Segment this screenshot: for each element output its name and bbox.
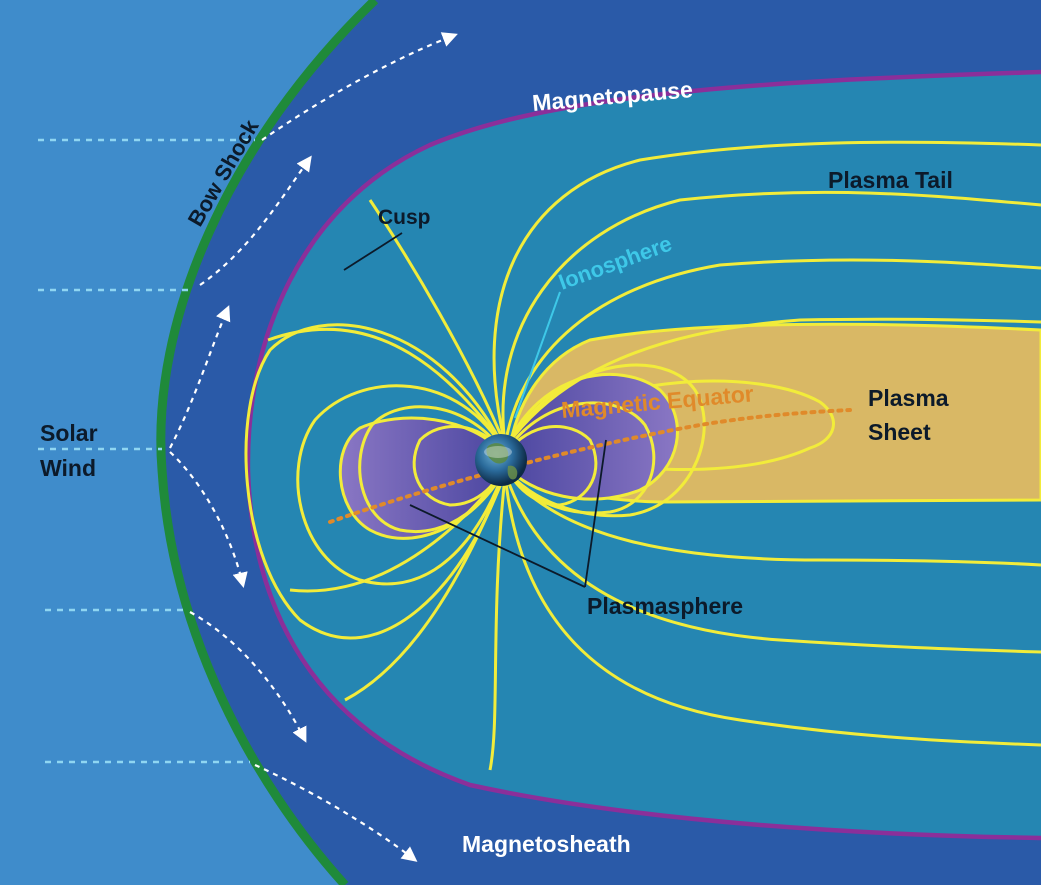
- solar-wind-label-line1: Solar: [40, 420, 98, 446]
- pointer-lines: [343, 232, 607, 588]
- ionosphere-pointer: [514, 291, 561, 419]
- plasmasphere-pointer-left: [409, 504, 586, 588]
- magnetosheath-label: Magnetosheath: [462, 831, 631, 857]
- plasmasphere-pointer-right: [584, 439, 607, 588]
- magnetic-equator-line: [328, 408, 852, 524]
- magnetosheath-flow-arrows: [169, 32, 458, 862]
- plasma-sheet-label-line1: Plasma: [868, 385, 949, 411]
- earth-globe-icon: [475, 434, 527, 486]
- solar-wind-label-line2: Wind: [40, 455, 96, 481]
- plasma-tail-label: Plasma Tail: [828, 167, 953, 193]
- field-lines: [244, 323, 706, 640]
- tail-field-lines: [267, 140, 1041, 771]
- magnetopause-line: [245, 69, 1041, 841]
- plasmasphere-label: Plasmasphere: [587, 593, 743, 619]
- cusp-pointer: [343, 232, 403, 271]
- plasma-sheet-label-line2: Sheet: [868, 419, 931, 445]
- cusp-label: Cusp: [378, 206, 431, 229]
- solar-wind-streams: [38, 138, 255, 764]
